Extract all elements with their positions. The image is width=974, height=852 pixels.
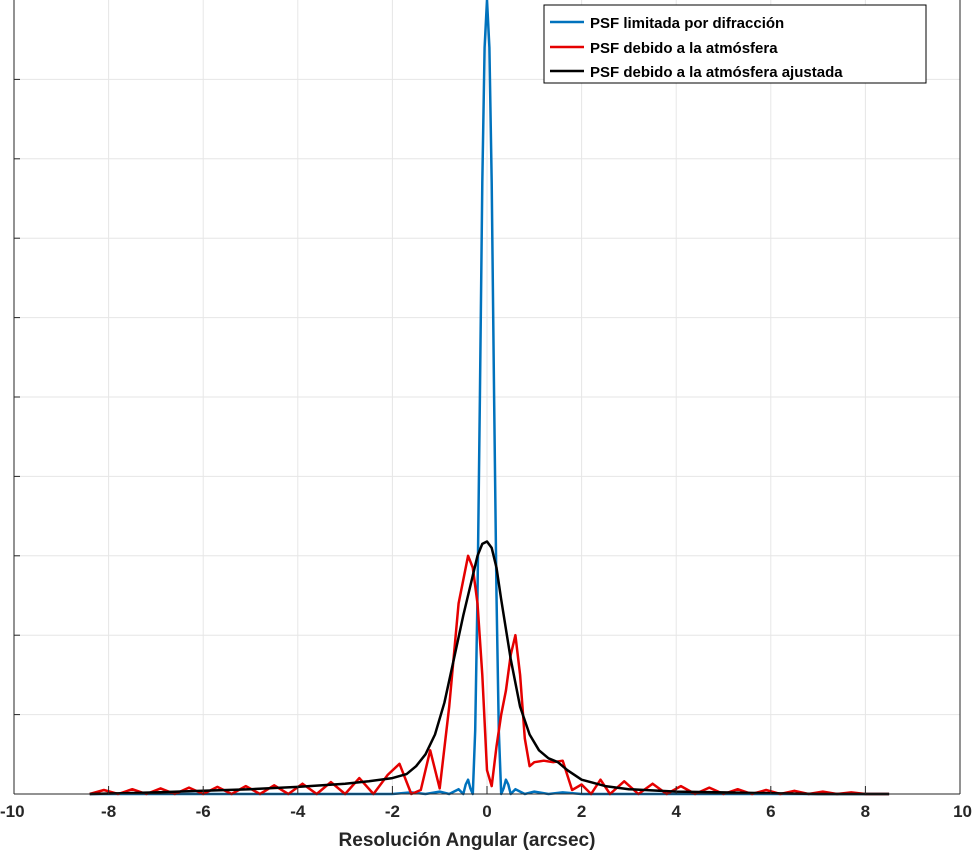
x-tick-label: 8: [861, 802, 870, 821]
x-tick-label: -2: [385, 802, 400, 821]
legend-label-atmosphere: PSF debido a la atmósfera: [590, 40, 778, 57]
x-tick-label: 2: [577, 802, 586, 821]
x-tick-labels: -10 -8 -6 -4 -2 0 2 4 6 8 10: [0, 802, 972, 821]
x-tick-label: -8: [101, 802, 116, 821]
grid: [14, 0, 960, 794]
x-tick-label: -4: [290, 802, 306, 821]
x-tick-label: 0: [482, 802, 491, 821]
legend: PSF limitada por difracción PSF debido a…: [543, 4, 927, 84]
series-lines: [89, 0, 890, 796]
legend-label-atmosphere-fit: PSF debido a la atmósfera ajustada: [590, 64, 843, 81]
series-line-0: [89, 0, 890, 796]
x-axis-label: Resolución Angular (arcsec): [339, 830, 596, 851]
x-tick-label: 10: [953, 802, 972, 821]
series-line-2: [89, 540, 890, 796]
x-tick-label: -10: [0, 802, 25, 821]
legend-box: [543, 4, 927, 84]
x-tick-label: -6: [196, 802, 211, 821]
x-tick-label: 6: [766, 802, 775, 821]
x-tick-label: 4: [671, 802, 681, 821]
series-line-1: [89, 554, 890, 796]
legend-label-diffraction: PSF limitada por difracción: [590, 15, 784, 32]
axes: [13, 0, 961, 795]
